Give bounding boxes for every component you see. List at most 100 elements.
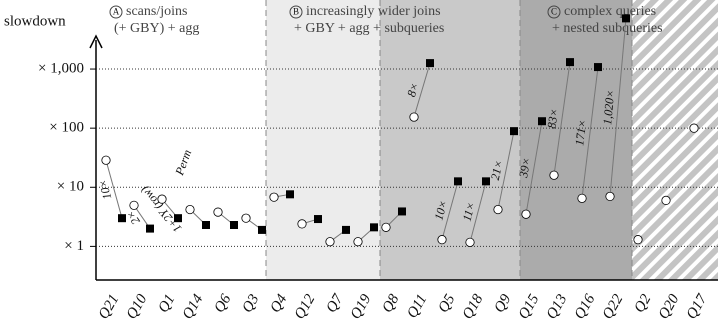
ratio-label: 11× [460, 200, 478, 222]
circle-marker [129, 200, 139, 210]
region-marker: C [551, 7, 557, 17]
region-header: (+ GBY) + agg [114, 21, 199, 36]
circle-marker [297, 219, 307, 229]
ratio-label: 1+2Y (row) [138, 184, 185, 236]
x-tick-label: Q1 [155, 292, 178, 316]
region-b2 [380, 0, 520, 280]
x-tick-label: Q7 [323, 290, 347, 315]
circle-marker [493, 204, 503, 215]
x-tick-label: Q10 [124, 291, 151, 322]
annotation: Perm [172, 147, 195, 177]
circle-marker [409, 112, 419, 122]
ratio-label: 10× [95, 178, 114, 201]
square-marker [174, 214, 182, 223]
square-marker [566, 58, 574, 67]
ratio-label: 8× [404, 81, 421, 99]
connector [553, 62, 571, 176]
ratio-label: 83× [544, 108, 561, 130]
region-header: scans/joins [126, 4, 187, 19]
y-axis-arrow [89, 34, 103, 49]
y-tick-label: × 100 [49, 120, 84, 136]
square-marker [118, 214, 126, 223]
circle-marker [521, 209, 531, 219]
ratio-label: 39× [516, 156, 533, 179]
square-marker [314, 215, 322, 224]
circle-marker [661, 195, 671, 205]
x-tick-label: Q8 [379, 291, 402, 315]
x-tick-label: Q18 [460, 291, 487, 322]
x-tick-label: Q6 [211, 291, 234, 315]
x-tick-label: Q22 [600, 291, 627, 322]
circle-marker [101, 155, 111, 165]
x-tick-label: Q4 [267, 291, 290, 315]
region-c2 [632, 0, 718, 280]
ratio-label: 10× [431, 199, 450, 222]
x-tick-label: Q16 [572, 291, 599, 322]
x-tick-label: Q20 [656, 291, 683, 322]
square-marker [594, 63, 602, 72]
region-marker: A [113, 7, 120, 17]
square-marker [202, 221, 210, 230]
connector [469, 181, 487, 243]
square-marker [426, 59, 434, 68]
square-marker [538, 117, 546, 126]
square-marker [482, 177, 490, 186]
ratio-label: 21× [488, 159, 506, 182]
backgrounds [265, 0, 718, 280]
circle-marker [633, 235, 643, 245]
connector [497, 131, 515, 210]
circle-marker [689, 123, 699, 133]
circle-marker [437, 235, 447, 245]
y-axis-label: slowdown [4, 13, 66, 29]
x-tick-label: Q3 [239, 292, 262, 316]
connector [525, 121, 543, 215]
ratio-label: 171× [572, 119, 589, 147]
ratio-label: 2× [123, 208, 143, 228]
circle-marker [157, 194, 167, 204]
square-marker [398, 207, 406, 216]
x-tick-label: Q11 [404, 292, 430, 321]
connector [581, 67, 599, 199]
region-marker: B [293, 7, 299, 17]
x-tick-label: Q17 [684, 290, 712, 322]
region-header: + GBY + agg + subqueries [294, 21, 444, 36]
square-marker [454, 177, 462, 186]
ratio-label: 1,020× [600, 89, 617, 125]
circle-marker [381, 222, 391, 232]
x-tick-label: Q21 [96, 292, 123, 322]
square-marker [230, 221, 238, 230]
x-tick-label: Q19 [348, 291, 375, 322]
x-tick-label: Q14 [180, 291, 207, 322]
circle-marker [605, 191, 615, 202]
y-tick-label: × 1,000 [38, 60, 84, 76]
square-marker [622, 14, 630, 23]
square-marker [510, 127, 518, 136]
x-tick-label: Q9 [491, 291, 514, 315]
x-tick-label: Q5 [435, 291, 458, 315]
connector [441, 181, 459, 240]
square-marker [342, 225, 350, 234]
circle-marker [241, 213, 251, 223]
square-marker [370, 223, 378, 232]
circle-marker [577, 193, 587, 203]
square-marker [146, 224, 154, 233]
region-header: complex queries [564, 4, 656, 19]
region-header: + nested subqueries [552, 21, 663, 36]
x-tick-label: Q12 [292, 291, 319, 322]
circle-marker [269, 192, 279, 202]
region-marker-circle [109, 5, 123, 19]
x-tick-label: Q2 [631, 291, 654, 315]
circle-marker [549, 170, 559, 180]
square-marker [286, 190, 294, 199]
connector [609, 18, 627, 197]
x-tick-label: Q13 [544, 292, 571, 322]
circle-marker [325, 237, 335, 247]
y-tick-label: × 1 [64, 238, 84, 254]
circle-marker [213, 207, 223, 217]
y-tick-label: × 10 [57, 179, 84, 195]
circle-marker [185, 204, 195, 215]
connector [105, 160, 123, 219]
circle-marker [465, 237, 475, 247]
region-b1 [266, 0, 380, 280]
